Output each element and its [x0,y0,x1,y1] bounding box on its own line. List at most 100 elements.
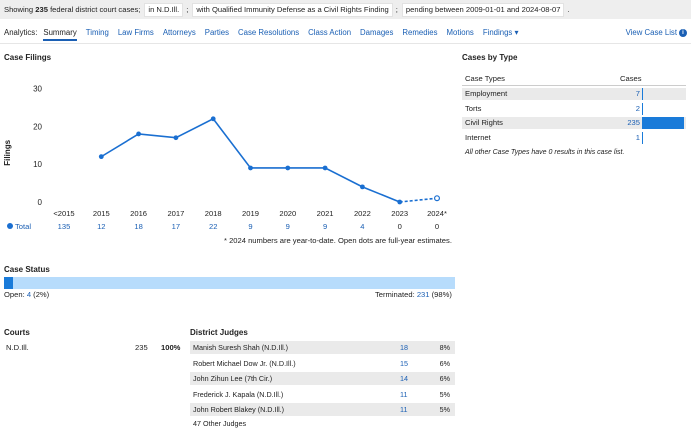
estimate-point [434,195,441,202]
judge-name: Robert Michael Dow Jr. (N.D.Ill.) [193,358,296,368]
filter-separator: ; [186,5,189,14]
courts-title: Courts [4,328,30,337]
y-tick-label: 10 [33,160,42,169]
x-tick-label: 2015 [93,209,110,218]
judge-row[interactable]: John Robert Blakey (N.D.Ill.) 11 5% [190,403,455,416]
case-type-name: Torts [465,103,482,113]
judge-name: John Robert Blakey (N.D.Ill.) [193,405,285,414]
total-value: 9 [286,222,290,231]
total-value: 17 [172,222,180,231]
tab-parties[interactable]: Parties [204,28,230,37]
x-tick-label: 2017 [167,209,184,218]
case-count: 235 [35,5,48,14]
header-divider [462,85,686,86]
data-point [210,116,216,122]
tab-motions[interactable]: Motions [446,28,474,37]
tab-class-action[interactable]: Class Action [308,28,352,37]
court-pct: 100% [161,343,181,352]
case-type-count[interactable]: 2 [635,103,640,113]
case-type-bar [642,117,684,129]
data-point [248,165,253,171]
tab-timing[interactable]: Timing [85,28,109,37]
case-type-name: Civil Rights [465,118,503,127]
open-count[interactable]: 4 [26,290,32,299]
data-point [360,184,365,190]
total-value: 4 [360,222,364,231]
x-tick-label: 2024* [427,209,447,218]
case-type-row[interactable]: Torts 2 [462,102,686,115]
tab-summary[interactable]: Summary [43,28,77,41]
analytics-label: Analytics: [4,28,38,37]
case-type-count[interactable]: 7 [635,89,640,98]
judge-row[interactable]: Robert Michael Dow Jr. (N.D.Ill.) 15 6% [190,357,455,370]
x-tick-label: 2021 [317,209,334,218]
showing-text: Showing 235 federal district court cases… [4,5,141,14]
info-icon: i [679,28,687,37]
total-value: 22 [209,222,217,231]
tab-law-firms[interactable]: Law Firms [117,28,154,37]
judge-count[interactable]: 14 [400,374,408,383]
filter-bar: Showing 235 federal district court cases… [0,0,691,19]
filter-chip-finding[interactable]: with Qualified Immunity Defense as a Civ… [192,2,393,17]
district-judges-title: District Judges [190,328,248,337]
cases-by-type-title: Cases by Type [462,53,518,62]
judge-pct: 5% [439,405,450,414]
judge-pct: 8% [439,343,450,352]
tab-attorneys[interactable]: Attorneys [162,28,196,37]
x-tick-label: 2020 [279,209,296,218]
terminated-count[interactable]: 231 [416,290,430,299]
case-filings-title: Case Filings [4,53,52,62]
data-point [173,135,179,141]
filter-separator: ; [395,5,398,14]
y-tick-label: 0 [38,198,43,207]
view-case-list-link[interactable]: View Case List i [626,28,687,37]
case-type-count[interactable]: 1 [635,132,640,142]
judge-row[interactable]: Manish Suresh Shah (N.D.Ill.) 18 8% [190,341,455,354]
court-name[interactable]: N.D.Ill. [6,343,29,352]
estimate-line [399,197,438,203]
case-filings-chart: 0 10 20 30 Filings <2015 135 2015 12 2016 18 2017 17… [3,85,447,231]
total-value: 0 [435,222,439,231]
filter-chip-pending[interactable]: pending between 2009-01-01 and 2024-08-0… [401,2,565,17]
judge-count[interactable]: 11 [400,405,408,414]
total-value: 9 [248,222,252,231]
judge-count[interactable]: 11 [400,389,408,399]
total-value: 0 [398,222,402,231]
judge-count[interactable]: 18 [400,343,408,352]
case-type-row[interactable]: Internet 1 [462,131,686,144]
judge-name: Manish Suresh Shah (N.D.Ill.) [193,343,289,352]
case-type-axis [642,102,643,115]
case-types-note: All other Case Types have 0 results in t… [465,149,625,156]
filter-end: . [567,5,570,14]
open-bar-fill [4,277,14,289]
case-status-bar[interactable] [4,277,455,289]
judge-row[interactable]: John Zihun Lee (7th Cir.) 14 6% [190,372,455,385]
y-tick-label: 20 [33,122,42,131]
total-value: 135 [58,222,71,231]
x-tick-label: <2015 [53,209,74,218]
judge-pct: 6% [439,358,450,368]
chart-footnote: * 2024 numbers are year-to-date. Open do… [224,236,452,245]
tab-remedies[interactable]: Remedies [402,28,438,37]
x-tick-label: 2022 [354,209,371,218]
case-status-title: Case Status [4,265,50,274]
judge-count[interactable]: 15 [400,358,408,368]
x-tick-label: 2023 [391,209,408,218]
case-type-row[interactable]: Civil Rights 235 [462,117,686,129]
case-type-row[interactable]: Employment 7 [462,88,686,100]
x-tick-label: 2016 [130,209,147,218]
case-type-name: Internet [465,132,491,142]
judge-row[interactable]: Frederick J. Kapala (N.D.Ill.) 11 5% [190,388,455,401]
case-type-count[interactable]: 235 [627,118,640,127]
analytics-nav: Analytics: Summary Timing Law Firms Atto… [0,28,691,44]
case-type-axis [642,131,643,144]
total-legend-dot [7,223,13,229]
filter-chip-court[interactable]: in N.D.Ill. [144,2,184,17]
tab-damages[interactable]: Damages [360,28,394,37]
tab-findings[interactable]: Findings ▾ [482,28,519,37]
tab-case-resolutions[interactable]: Case Resolutions [238,28,300,37]
data-point [98,154,104,160]
y-axis-label: Filings [3,139,12,165]
filings-line [100,117,401,203]
judge-pct: 6% [439,374,450,383]
